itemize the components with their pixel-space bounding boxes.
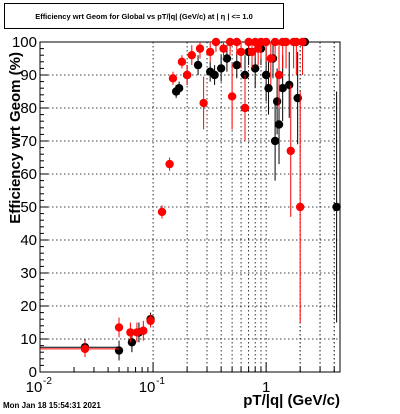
data-point [182,70,192,80]
data-point [285,80,294,90]
data-point [225,37,235,47]
y-tick-label: 70 [20,133,37,150]
data-point [250,64,260,73]
data-point [199,98,208,108]
y-tick-label: 90 [20,67,37,84]
data-point [286,146,295,156]
data-point [210,70,219,80]
y-axis-title: Efficiency wrt Geom (%) [7,52,24,224]
data-point [332,202,341,212]
data-point [253,44,263,53]
x-tick-exponent: -1 [156,376,165,387]
data-point [187,51,196,60]
data-point [236,47,246,57]
data-point [266,54,276,63]
data-point [298,37,307,47]
data-point [219,44,228,53]
y-tick-label: 60 [20,166,37,183]
data-point [211,37,221,47]
data-point [114,323,124,332]
chart-title: Efficiency wrt Geom for Global vs pT/|q|… [35,11,253,21]
data-point [114,346,124,355]
data-point [177,57,187,66]
x-tick-label: 10 [26,379,43,396]
data-point [165,159,174,169]
data-point [126,328,135,337]
data-point [247,47,257,57]
y-tick-label: 0 [29,364,37,381]
x-tick-label: 10 [139,379,156,396]
x-axis-title: pT/|q| (GeV/c) [243,392,340,409]
data-point [274,70,284,80]
data-point [193,60,203,70]
data-point [264,84,273,93]
y-tick-label: 40 [20,232,37,249]
data-point [278,84,287,93]
chart-title-box: Efficiency wrt Geom for Global vs pT/|q|… [4,3,284,29]
y-tick-label: 30 [20,265,37,282]
data-point [261,70,271,80]
data-point [146,316,155,326]
data-point [274,120,284,129]
data-point [139,326,148,335]
y-tick-label: 100 [12,34,37,51]
y-tick-label: 80 [20,100,37,117]
data-point [295,202,305,212]
data-point [240,103,250,113]
data-point [261,37,271,47]
data-point [222,54,232,63]
data-point [80,344,90,354]
data-point [205,47,215,57]
data-point [292,37,301,47]
data-point [132,328,142,337]
data-point [281,37,291,47]
data-point [270,37,280,47]
y-tick-label: 20 [20,298,37,315]
y-tick-label: 10 [20,331,37,348]
data-point [272,97,282,106]
data-point [244,37,253,47]
data-point [216,64,226,73]
data-point [232,60,241,70]
data-point [168,74,178,83]
data-point [157,207,167,217]
data-point [174,84,184,93]
data-point [232,37,241,47]
data-point [227,92,237,101]
data-point [127,338,137,347]
x-tick-exponent: -2 [43,376,52,387]
x-tick-label: 1 [262,379,270,396]
data-point [195,44,205,53]
y-tick-label: 50 [20,199,37,216]
data-point [270,136,280,146]
data-point [250,37,260,47]
timestamp: Mon Jan 18 15:54:31 2021 [3,401,101,410]
